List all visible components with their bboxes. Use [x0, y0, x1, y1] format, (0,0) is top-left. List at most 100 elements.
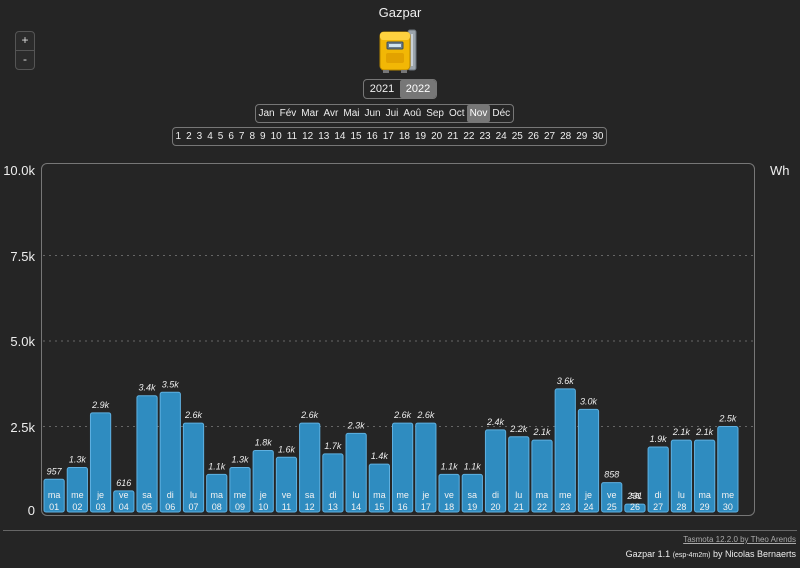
- day-4[interactable]: 4: [207, 131, 213, 142]
- year-2021[interactable]: 2021: [369, 83, 395, 95]
- zoom-out-button[interactable]: -: [16, 50, 34, 69]
- bar-day-label: 14: [351, 502, 361, 512]
- day-21[interactable]: 21: [447, 131, 459, 142]
- y-tick-label: 10.0k: [3, 163, 35, 178]
- day-10[interactable]: 10: [270, 131, 282, 142]
- bar-value-label: 2.6k: [416, 410, 435, 420]
- bar-value-label: 3.5k: [162, 379, 180, 389]
- day-16[interactable]: 16: [366, 131, 378, 142]
- month-oct[interactable]: Oct: [449, 108, 465, 119]
- bar-day-15[interactable]: [368, 463, 390, 513]
- bar-day-26[interactable]: [624, 503, 646, 513]
- month-jui[interactable]: Jui: [385, 108, 399, 119]
- day-9[interactable]: 9: [260, 131, 266, 142]
- bar-day-02[interactable]: [66, 467, 88, 513]
- gas-meter-icon: [379, 29, 417, 73]
- bar-day-label: 18: [444, 502, 454, 512]
- bar-day-28[interactable]: [670, 439, 693, 513]
- day-20[interactable]: 20: [431, 131, 443, 142]
- bar-day-23[interactable]: [554, 388, 576, 513]
- year-2022[interactable]: 2022: [400, 80, 436, 98]
- bar-day-29[interactable]: [694, 439, 716, 513]
- bar-weekday-label: ma: [698, 490, 711, 500]
- day-15[interactable]: 15: [350, 131, 362, 142]
- day-1[interactable]: 1: [175, 131, 182, 142]
- bar-day-11[interactable]: [275, 456, 298, 513]
- bar-day-30[interactable]: [717, 426, 739, 513]
- month-jun[interactable]: Jun: [364, 108, 381, 119]
- year-selector: 2021 2022: [363, 79, 437, 99]
- month-déc[interactable]: Déc: [492, 108, 511, 119]
- day-17[interactable]: 17: [382, 131, 394, 142]
- bar-day-08[interactable]: [206, 473, 228, 513]
- bar-value-label: 1.1k: [441, 461, 459, 471]
- month-nov[interactable]: Nov: [467, 105, 490, 122]
- month-avr[interactable]: Avr: [323, 108, 339, 119]
- day-8[interactable]: 8: [249, 131, 255, 142]
- bar-day-10[interactable]: [252, 449, 274, 513]
- bar-day-09[interactable]: [229, 467, 251, 513]
- bar-day-01[interactable]: [43, 478, 65, 513]
- bar-day-16[interactable]: [392, 422, 414, 513]
- bar-value-label: 1.3k: [69, 455, 87, 465]
- month-sep[interactable]: Sep: [426, 108, 444, 119]
- bar-day-07[interactable]: [182, 422, 205, 513]
- day-5[interactable]: 5: [217, 131, 224, 142]
- day-11[interactable]: 11: [286, 131, 298, 142]
- bar-value-label: 2.1k: [672, 427, 691, 437]
- day-3[interactable]: 3: [196, 131, 203, 142]
- bar-day-20[interactable]: [484, 429, 507, 513]
- month-mar[interactable]: Mar: [301, 108, 319, 119]
- tasmota-link[interactable]: Tasmota 12.2.0 by Theo Arends: [683, 535, 796, 544]
- bar-day-13[interactable]: [322, 453, 344, 513]
- bar-day-label: 30: [723, 502, 733, 512]
- month-fév[interactable]: Fév: [279, 108, 297, 119]
- bar-day-06[interactable]: [159, 391, 181, 513]
- bar-value-label: 858: [604, 470, 619, 480]
- bar-day-27[interactable]: [647, 446, 669, 513]
- bar-day-17[interactable]: [415, 422, 437, 513]
- day-28[interactable]: 28: [560, 131, 572, 142]
- day-22[interactable]: 22: [463, 131, 475, 142]
- bar-day-label: 19: [467, 502, 477, 512]
- bar-day-19[interactable]: [461, 473, 483, 513]
- bar-weekday-label: di: [329, 490, 336, 500]
- day-13[interactable]: 13: [318, 131, 330, 142]
- day-6[interactable]: 6: [228, 131, 234, 142]
- month-aoû[interactable]: Aoû: [403, 108, 422, 119]
- bar-weekday-label: ma: [48, 490, 61, 500]
- bar-day-12[interactable]: [299, 422, 321, 513]
- bar-day-22[interactable]: [531, 439, 553, 513]
- day-27[interactable]: 27: [543, 131, 556, 142]
- bar-day-03[interactable]: [89, 412, 112, 513]
- day-23[interactable]: 23: [479, 131, 491, 142]
- day-29[interactable]: 29: [576, 131, 588, 142]
- zoom-in-button[interactable]: +: [21, 33, 29, 47]
- bar-day-label: 04: [119, 502, 129, 512]
- bar-day-25[interactable]: [601, 482, 623, 513]
- bar-day-04[interactable]: [113, 490, 135, 513]
- bar-day-24[interactable]: [577, 408, 600, 513]
- bar-value-label: 2.2k: [509, 424, 528, 434]
- day-12[interactable]: 12: [302, 131, 314, 142]
- bar-day-21[interactable]: [508, 436, 530, 513]
- bar-day-14[interactable]: [345, 432, 367, 513]
- day-26[interactable]: 26: [527, 131, 539, 142]
- bar-value-label: 3.4k: [139, 383, 157, 393]
- day-18[interactable]: 18: [398, 131, 410, 142]
- day-14[interactable]: 14: [334, 131, 346, 142]
- bar-day-05[interactable]: [136, 395, 158, 513]
- bar-day-label: 07: [189, 502, 199, 512]
- bar-weekday-label: sa: [142, 490, 152, 500]
- day-25[interactable]: 25: [511, 131, 523, 142]
- day-19[interactable]: 19: [414, 131, 427, 142]
- bar-weekday-label: lu: [190, 490, 197, 500]
- month-jan[interactable]: Jan: [258, 108, 275, 119]
- day-7[interactable]: 7: [238, 131, 245, 142]
- bar-value-label: 957: [47, 466, 63, 476]
- month-mai[interactable]: Mai: [343, 108, 360, 119]
- bar-day-18[interactable]: [438, 473, 460, 513]
- day-30[interactable]: 30: [592, 131, 604, 142]
- day-2[interactable]: 2: [186, 131, 192, 142]
- day-24[interactable]: 24: [495, 131, 507, 142]
